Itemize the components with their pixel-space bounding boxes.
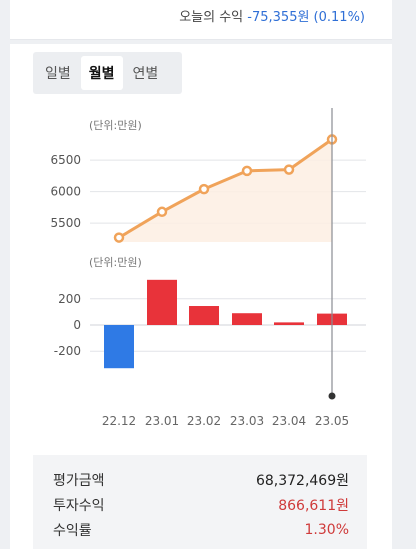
selection-indicator-dot <box>329 393 336 400</box>
bar-y-tick-label: 200 <box>58 292 81 306</box>
bar-23.01 <box>147 280 177 325</box>
x-tick-label: 23.03 <box>230 414 264 428</box>
x-tick-label: 22.12 <box>102 414 136 428</box>
summary-row-profit: 투자수익 866,611원 <box>33 492 367 517</box>
line-point-23.02 <box>200 185 208 193</box>
x-tick-label: 23.01 <box>145 414 179 428</box>
summary-panel: 평가금액 68,372,469원 투자수익 866,611원 수익률 1.30% <box>33 455 367 549</box>
bar-y-tick-label: -200 <box>54 344 81 358</box>
bar-22.12 <box>104 325 134 368</box>
line-point-23.01 <box>158 208 166 216</box>
line-point-23.04 <box>285 166 293 174</box>
valuation-value: 68,372,469원 <box>256 470 349 490</box>
x-tick-label: 23.04 <box>272 414 306 428</box>
profit-value: 866,611원 <box>278 495 349 515</box>
bar-23.02 <box>189 306 219 325</box>
summary-row-return-rate: 수익률 1.30% <box>33 517 367 542</box>
return-rate-label: 수익률 <box>53 520 92 540</box>
line-y-tick-label: 5500 <box>50 216 81 230</box>
line-point-23.03 <box>243 167 251 175</box>
line-area-fill <box>119 139 332 242</box>
bar-23.04 <box>274 322 304 325</box>
bar-y-tick-label: 0 <box>73 318 81 332</box>
bar-23.03 <box>232 313 262 325</box>
x-tick-label: 23.05 <box>315 414 349 428</box>
summary-row-valuation: 평가금액 68,372,469원 <box>33 467 367 492</box>
return-rate-value: 1.30% <box>305 522 349 538</box>
x-tick-label: 23.02 <box>187 414 221 428</box>
line-y-tick-label: 6500 <box>50 153 81 167</box>
line-chart-unit: (단위:만원) <box>89 119 142 132</box>
valuation-label: 평가금액 <box>53 470 105 490</box>
line-y-tick-label: 6000 <box>50 185 81 199</box>
line-point-22.12 <box>115 234 123 242</box>
profit-label: 투자수익 <box>53 495 105 515</box>
bar-chart-unit: (단위:만원) <box>89 256 142 269</box>
